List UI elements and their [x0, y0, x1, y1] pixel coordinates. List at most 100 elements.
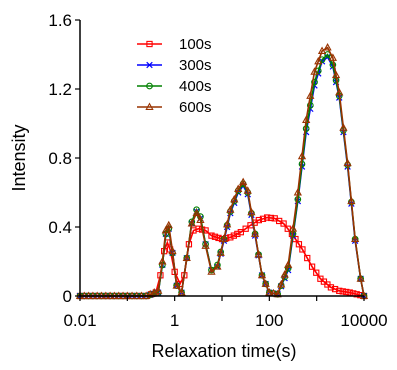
data-point — [234, 230, 241, 238]
data-point — [195, 225, 202, 232]
x-tick-label: 1 — [170, 311, 179, 330]
series-600s — [75, 43, 369, 299]
data-point — [311, 78, 318, 86]
data-point — [207, 267, 216, 275]
data-point — [146, 82, 153, 90]
data-point — [237, 229, 244, 236]
legend: 100s 300s 400s 600s — [137, 36, 212, 116]
data-point — [280, 220, 287, 227]
data-point — [351, 234, 360, 243]
data-point — [293, 187, 302, 196]
data-point — [182, 253, 191, 262]
y-tick-label: 1.2 — [48, 80, 72, 99]
series-line — [80, 46, 365, 297]
data-point — [339, 123, 348, 131]
data-point — [208, 232, 215, 239]
y-tick-label: 0.4 — [48, 218, 72, 237]
data-point — [247, 207, 256, 216]
data-point — [280, 270, 289, 278]
data-point — [177, 288, 186, 296]
data-point — [339, 288, 346, 295]
y-tick-label: 1.6 — [48, 11, 72, 30]
data-point — [164, 220, 173, 229]
data-point — [230, 194, 239, 203]
data-point — [267, 214, 275, 222]
data-point — [192, 208, 201, 217]
data-point — [323, 43, 332, 51]
data-point — [226, 205, 235, 213]
x-tick-label: 10000 — [340, 311, 387, 330]
x-ticks: 0.01 1 100 10000 — [63, 296, 388, 330]
data-point — [257, 270, 267, 279]
legend-label: 400s — [179, 78, 212, 95]
data-point — [353, 291, 360, 298]
y-tick-label: 0 — [63, 287, 72, 306]
data-point — [306, 91, 315, 99]
data-point — [213, 262, 222, 270]
data-point — [243, 186, 252, 194]
data-point — [346, 289, 353, 296]
series-line — [80, 55, 365, 297]
data-point — [145, 102, 154, 110]
data-point — [356, 274, 365, 282]
data-point — [288, 224, 298, 232]
plot-series — [75, 43, 369, 300]
data-point — [146, 61, 153, 69]
data-point — [259, 215, 267, 222]
series-400s — [76, 51, 368, 300]
x-tick-label: 0.01 — [63, 311, 96, 330]
data-point — [158, 256, 167, 265]
data-point — [310, 67, 319, 75]
data-point — [230, 232, 237, 239]
data-point — [317, 46, 327, 55]
data-point — [328, 53, 338, 61]
y-axis-title: Intensity — [9, 124, 29, 191]
data-point — [146, 40, 153, 48]
data-point — [331, 285, 339, 293]
data-point — [299, 246, 306, 253]
data-point — [227, 234, 234, 241]
data-point — [223, 219, 232, 228]
legend-label: 100s — [179, 36, 212, 53]
data-point — [219, 234, 229, 243]
data-point — [187, 219, 196, 227]
y-ticks: 0 0.4 0.8 1.2 1.6 — [48, 11, 80, 306]
data-point — [265, 288, 274, 296]
data-point — [295, 241, 303, 248]
series-300s — [76, 53, 368, 300]
data-point — [308, 263, 316, 270]
series-100s — [76, 214, 368, 300]
data-point — [261, 279, 270, 287]
data-point — [336, 287, 343, 294]
data-point — [216, 248, 225, 256]
data-point — [331, 70, 341, 79]
data-point — [327, 284, 335, 291]
data-point — [161, 225, 170, 234]
legend-label: 600s — [179, 99, 212, 116]
data-point — [154, 286, 163, 294]
data-point — [302, 115, 311, 123]
data-point — [250, 229, 260, 237]
legend-item: 300s — [137, 57, 212, 74]
x-tick-label: 100 — [255, 311, 283, 330]
legend-item: 100s — [137, 36, 212, 53]
data-point — [211, 233, 219, 240]
data-point — [172, 281, 181, 289]
data-point — [201, 241, 210, 249]
y-tick-label: 0.8 — [48, 149, 72, 168]
data-point — [343, 288, 350, 296]
data-point — [284, 260, 293, 268]
data-point — [242, 225, 249, 232]
data-point — [254, 250, 263, 258]
data-point — [196, 215, 205, 224]
data-point — [343, 158, 352, 167]
data-point — [168, 246, 177, 255]
data-point — [304, 254, 311, 262]
series-line — [80, 53, 365, 297]
data-point — [306, 102, 314, 109]
data-point — [347, 196, 356, 205]
legend-item: 400s — [137, 78, 212, 95]
data-point — [297, 151, 307, 160]
data-point — [255, 216, 262, 224]
